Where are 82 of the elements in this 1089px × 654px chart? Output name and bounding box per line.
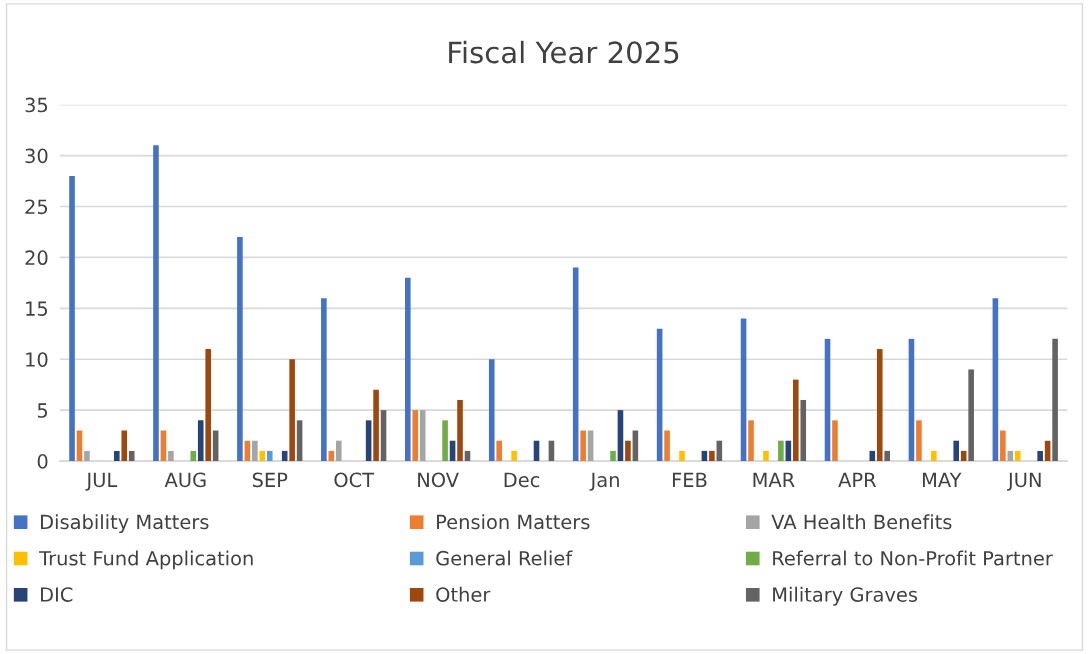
legend-label: Military Graves bbox=[773, 586, 918, 606]
y-tick-label: 0 bbox=[37, 454, 48, 469]
bar bbox=[1037, 450, 1043, 462]
y-tick-label: 35 bbox=[25, 97, 48, 113]
bar bbox=[778, 440, 784, 462]
legend-label: Referral to Non-Profit Partner bbox=[773, 550, 1053, 566]
x-tick-label: OCT bbox=[334, 472, 375, 488]
bar bbox=[931, 450, 937, 462]
bar bbox=[953, 440, 960, 462]
y-tick-label: 30 bbox=[25, 148, 48, 164]
y-tick-label: 10 bbox=[26, 352, 48, 367]
bar bbox=[365, 420, 372, 462]
bar bbox=[237, 237, 243, 462]
y-tick-label: 20 bbox=[25, 250, 48, 266]
x-tick-label: NOV bbox=[418, 472, 459, 488]
legend-label: General Relief bbox=[436, 550, 573, 566]
bar bbox=[84, 450, 90, 462]
bar bbox=[121, 430, 128, 462]
bar bbox=[335, 440, 342, 462]
x-tick-label: APR bbox=[838, 472, 877, 487]
bar bbox=[793, 379, 799, 462]
bar bbox=[128, 450, 135, 462]
legend-label: VA Health Benefits bbox=[771, 514, 952, 530]
bar bbox=[405, 277, 411, 462]
bar bbox=[763, 450, 769, 462]
bar bbox=[252, 440, 258, 462]
bar bbox=[168, 450, 174, 462]
bar bbox=[1052, 338, 1058, 462]
bar bbox=[69, 175, 75, 462]
bar bbox=[321, 298, 327, 462]
x-tick-label: JUN bbox=[1006, 472, 1041, 491]
legend-label: DIC bbox=[41, 587, 73, 602]
x-tick-label: JUL bbox=[85, 472, 118, 491]
x-tick-label: AUG bbox=[164, 472, 206, 488]
bar bbox=[113, 450, 120, 462]
bar bbox=[832, 420, 838, 462]
y-tick-label: 5 bbox=[37, 403, 48, 418]
bar bbox=[625, 440, 631, 462]
chart-title: Fiscal Year 2025 bbox=[449, 40, 679, 64]
bar bbox=[511, 450, 517, 462]
legend-label: Other bbox=[436, 586, 491, 602]
bar bbox=[488, 359, 495, 462]
bar bbox=[580, 430, 586, 462]
bar bbox=[419, 410, 426, 462]
bar bbox=[296, 420, 303, 462]
bar bbox=[153, 145, 159, 462]
bar bbox=[968, 369, 974, 462]
bar bbox=[884, 450, 891, 462]
bar bbox=[412, 410, 419, 462]
bar bbox=[190, 450, 197, 462]
bar bbox=[664, 430, 670, 462]
bar bbox=[289, 359, 295, 462]
bar bbox=[869, 450, 876, 462]
bar bbox=[442, 420, 448, 462]
bar bbox=[740, 318, 747, 462]
bar bbox=[197, 420, 204, 462]
x-tick-label: FEB bbox=[672, 472, 707, 487]
bar bbox=[679, 450, 685, 462]
bar bbox=[496, 440, 502, 462]
bar bbox=[709, 450, 715, 462]
bar bbox=[876, 349, 883, 462]
x-tick-label: MAR bbox=[753, 472, 795, 487]
legend-label: Pension Matters bbox=[437, 514, 590, 530]
legend-label: Disability Matters bbox=[41, 514, 209, 534]
bar bbox=[373, 389, 379, 462]
x-tick-label: Jan bbox=[589, 472, 619, 491]
bar bbox=[610, 450, 616, 462]
x-tick-label: Dec bbox=[504, 472, 540, 488]
x-tick-label: SEP bbox=[252, 472, 288, 488]
bar bbox=[800, 399, 807, 462]
bar bbox=[916, 420, 922, 462]
legend-label: Trust Fund Application bbox=[39, 550, 253, 570]
bar bbox=[457, 399, 463, 462]
y-tick-label: 15 bbox=[26, 301, 48, 316]
bar bbox=[1000, 430, 1006, 462]
y-tick-label: 25 bbox=[25, 199, 48, 215]
bar bbox=[748, 420, 754, 462]
x-tick-label: MAY bbox=[922, 472, 962, 487]
bar bbox=[259, 450, 266, 462]
bar bbox=[266, 450, 273, 462]
bar bbox=[205, 349, 211, 462]
bar bbox=[1014, 450, 1021, 462]
